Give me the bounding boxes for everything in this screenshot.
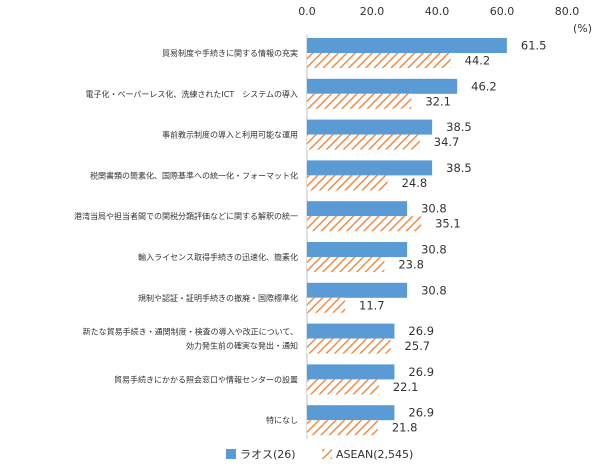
bar-asean xyxy=(307,420,378,436)
bar-laos xyxy=(307,323,395,339)
data-label-asean: 24.8 xyxy=(402,176,428,190)
data-label-laos: 30.8 xyxy=(421,202,447,216)
x-tick-label: 80.0 xyxy=(555,5,580,18)
category-label: 特になし xyxy=(266,415,298,425)
legend: ラオス(26) ASEAN(2,545) xyxy=(226,448,413,461)
bar-laos xyxy=(307,119,433,135)
category-label: 事前教示制度の導入と利用可能な運用 xyxy=(162,130,298,140)
data-label-asean: 21.8 xyxy=(392,421,418,435)
bar-area: 貿易制度や手続きに関する情報の充実 61.5 44.2 電子化・ペーパーレス化、洗練さ… xyxy=(74,34,547,439)
data-label-asean: 25.7 xyxy=(405,339,431,353)
bar-asean xyxy=(307,93,412,109)
legend-swatch-asean xyxy=(322,449,332,459)
category-label: 税関書類の簡素化、国際基準への統一化・フォーマット化 xyxy=(90,170,298,180)
legend-swatch-laos xyxy=(226,449,236,459)
bar-asean xyxy=(307,134,420,150)
category-label: 電子化・ペーパーレス化、洗練されたICT システムの導入 xyxy=(85,89,298,99)
category-label: 効力発生前の確実な発出・通知 xyxy=(186,341,298,351)
data-label-asean: 34.7 xyxy=(434,135,460,149)
bar-asean xyxy=(307,379,379,395)
data-label-laos: 38.5 xyxy=(446,161,472,175)
bar-asean xyxy=(307,53,451,68)
bar-asean xyxy=(307,216,422,232)
bar-laos xyxy=(307,160,433,176)
legend-label-asean: ASEAN(2,545) xyxy=(336,448,413,461)
legend-label-laos: ラオス(26) xyxy=(240,448,296,461)
category-label: 貿易制度や手続きに関する情報の充実 xyxy=(162,48,298,58)
unit-label: (%) xyxy=(573,22,592,35)
bar-laos xyxy=(307,282,408,298)
category-label: 規制や認証・証明手続きの撤廃・国際標準化 xyxy=(138,293,298,303)
bar-laos xyxy=(307,78,458,94)
data-label-asean: 23.8 xyxy=(398,258,424,272)
category-label: 輸入ライセンス取得手続きの迅速化、簡素化 xyxy=(138,252,298,262)
x-tick-label: 0.0 xyxy=(298,5,316,18)
data-label-laos: 30.8 xyxy=(421,243,447,257)
bar-asean xyxy=(307,338,391,354)
x-tick-label: 40.0 xyxy=(425,5,450,18)
bar-laos xyxy=(307,364,395,380)
data-label-asean: 44.2 xyxy=(465,54,491,68)
bar-asean xyxy=(307,257,385,272)
x-tick-label: 20.0 xyxy=(360,5,385,18)
category-label: 新たな貿易手続き・通関制度・検査の導入や改正について、 xyxy=(83,327,298,337)
x-axis: 0.0 20.0 40.0 60.0 80.0 (%) xyxy=(298,5,592,35)
data-label-asean: 11.7 xyxy=(359,298,385,312)
category-label: 貿易手続きにかかる照会窓口や情報センターの設置 xyxy=(114,374,298,384)
category-label: 港湾当局や担当者間での関税分類評価などに関する解釈の統一 xyxy=(74,211,298,221)
data-label-laos: 26.9 xyxy=(408,324,434,338)
x-tick-label: 60.0 xyxy=(490,5,515,18)
data-label-laos: 61.5 xyxy=(521,39,547,53)
data-label-laos: 46.2 xyxy=(471,79,497,93)
bar-asean xyxy=(307,175,388,191)
data-label-laos: 26.9 xyxy=(408,406,434,420)
bar-laos xyxy=(307,38,507,53)
data-label-laos: 38.5 xyxy=(446,120,472,134)
data-label-asean: 22.1 xyxy=(393,380,419,394)
bar-laos xyxy=(307,405,395,421)
bar-laos xyxy=(307,201,408,217)
data-label-laos: 26.9 xyxy=(408,365,434,379)
bar-laos xyxy=(307,242,408,257)
data-label-asean: 35.1 xyxy=(435,217,461,231)
data-label-asean: 32.1 xyxy=(425,94,451,108)
bar-asean xyxy=(307,297,346,313)
data-label-laos: 30.8 xyxy=(421,283,447,297)
